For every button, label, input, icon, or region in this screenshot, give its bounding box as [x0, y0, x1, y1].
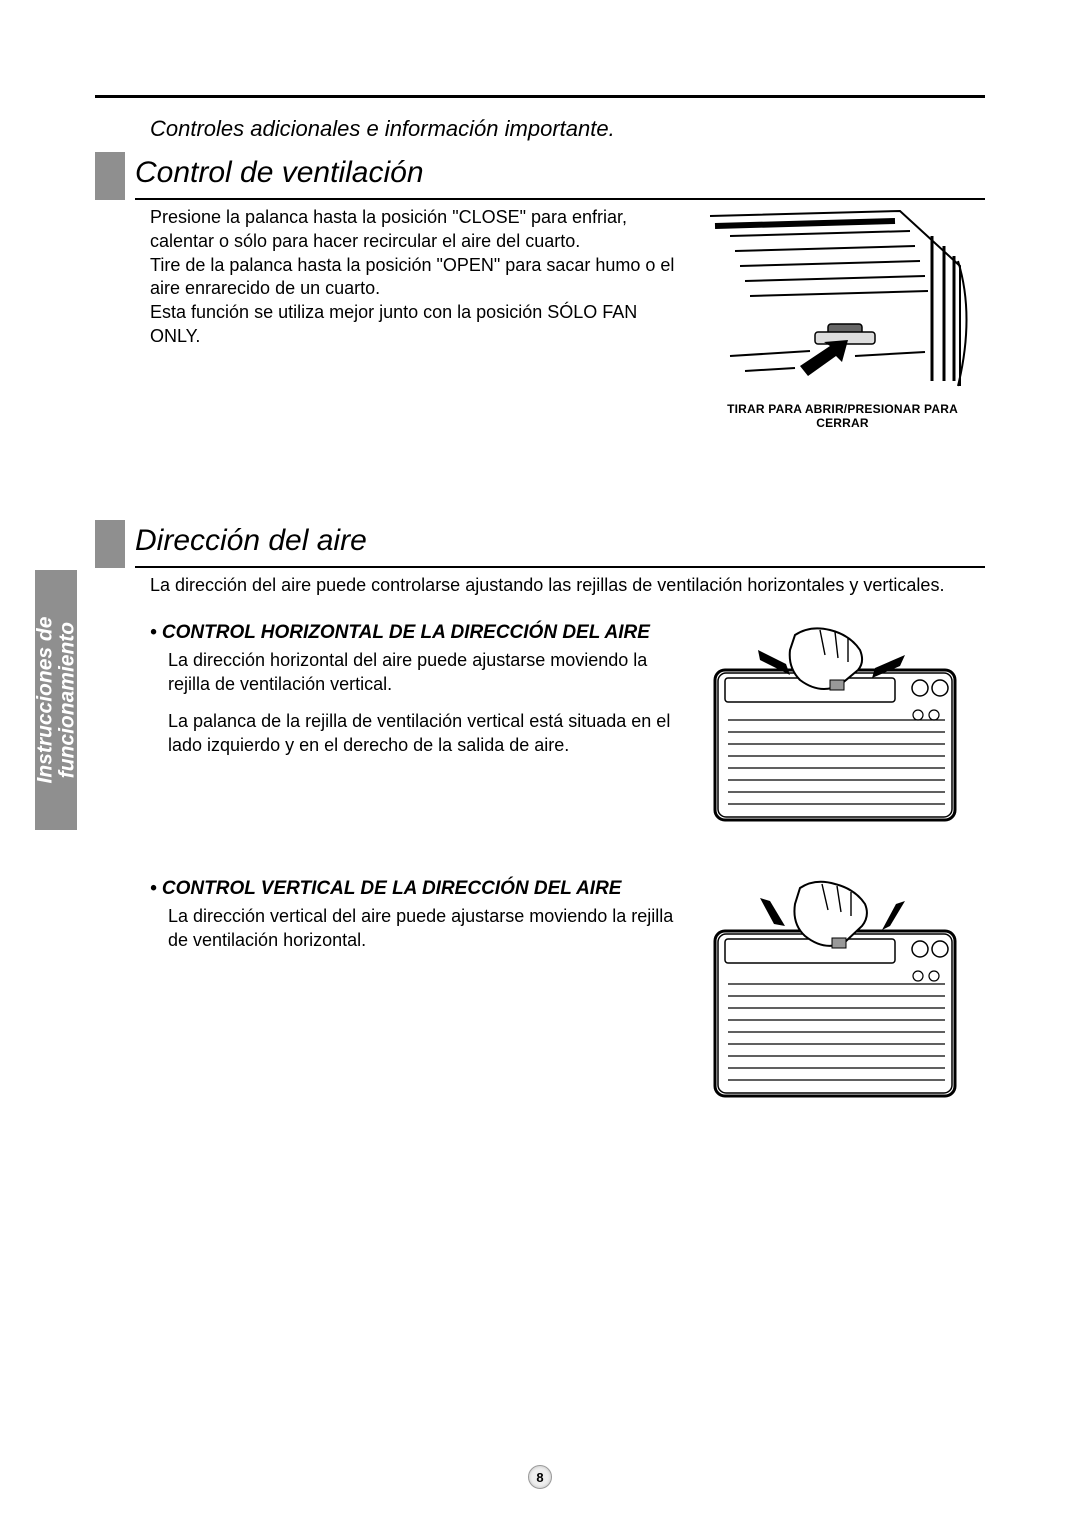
- side-tab-label: Instrucciones de funcionamiento: [34, 617, 78, 784]
- section-marker-icon: [95, 152, 125, 200]
- section2-sub1-row: • CONTROL HORIZONTAL DE LA DIRECCIÓN DEL…: [150, 620, 985, 830]
- sub1-p1: La dirección horizontal del aire puede a…: [168, 649, 680, 697]
- section1-p2: Tire de la palanca hasta la posición "OP…: [150, 254, 680, 302]
- section1-caption: TIRAR PARA ABRIR/PRESIONAR PARA CERRAR: [700, 402, 985, 430]
- sub1-heading: • CONTROL HORIZONTAL DE LA DIRECCIÓN DEL…: [150, 620, 680, 645]
- side-tab: Instrucciones de funcionamiento: [35, 570, 77, 830]
- side-tab-line1: Instrucciones de: [33, 617, 56, 784]
- vertical-louver-illustration: [700, 876, 970, 1106]
- section2-header: Dirección del aire: [95, 520, 985, 568]
- section2-title: Dirección del aire: [135, 520, 985, 568]
- top-rule: [95, 95, 985, 98]
- section1-title: Control de ventilación: [135, 152, 985, 200]
- section2-intro-row: La dirección del aire puede controlarse …: [150, 574, 985, 598]
- section1-figure: TIRAR PARA ABRIR/PRESIONAR PARA CERRAR: [700, 206, 985, 430]
- sub1-figure: [700, 620, 985, 830]
- vent-lever-illustration: [700, 206, 970, 396]
- page-content: Controles adicionales e información impo…: [95, 95, 985, 1459]
- sub2-p1: La dirección vertical del aire puede aju…: [168, 905, 680, 953]
- horizontal-louver-illustration: [700, 620, 970, 830]
- side-tab-line2: funcionamiento: [55, 622, 78, 778]
- section1-p1: Presione la palanca hasta la posición "C…: [150, 206, 680, 254]
- section-marker-icon: [95, 520, 125, 568]
- section1-body: Presione la palanca hasta la posición "C…: [150, 206, 985, 430]
- section2-sub2-row: • CONTROL VERTICAL DE LA DIRECCIÓN DEL A…: [150, 876, 985, 1106]
- sub2-heading: • CONTROL VERTICAL DE LA DIRECCIÓN DEL A…: [150, 876, 680, 901]
- section1-text: Presione la palanca hasta la posición "C…: [150, 206, 680, 430]
- section2-intro: La dirección del aire puede controlarse …: [150, 574, 985, 598]
- sub2-figure: [700, 876, 985, 1106]
- section1-p3: Esta función se utiliza mejor junto con …: [150, 301, 680, 349]
- section1-header: Control de ventilación: [95, 152, 985, 200]
- sub1-p2: La palanca de la rejilla de ventilación …: [168, 710, 680, 758]
- page-number: 8: [528, 1465, 552, 1489]
- intro-text: Controles adicionales e información impo…: [150, 116, 985, 142]
